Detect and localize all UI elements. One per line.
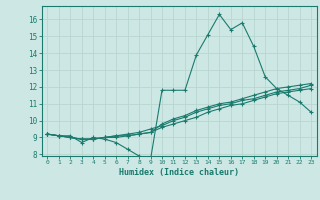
X-axis label: Humidex (Indice chaleur): Humidex (Indice chaleur) [119,168,239,177]
